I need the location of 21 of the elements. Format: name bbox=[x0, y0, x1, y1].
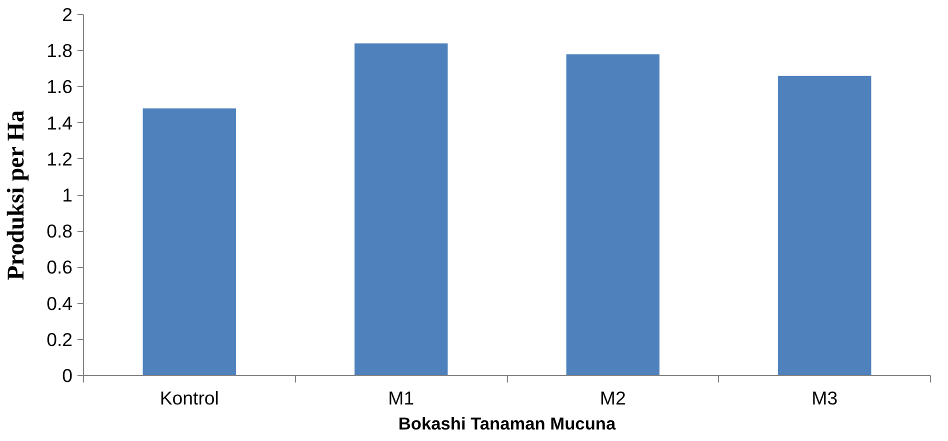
y-tick-label: 1.6 bbox=[46, 76, 73, 98]
y-tick-label: 2 bbox=[62, 4, 73, 25]
y-tick-label: 0.6 bbox=[46, 256, 73, 278]
x-tick-label: Kontrol bbox=[160, 388, 219, 408]
x-tick-label: M2 bbox=[600, 388, 626, 408]
y-tick-label: 1.2 bbox=[46, 148, 73, 170]
y-tick-label: 1 bbox=[62, 184, 73, 206]
y-tick-label: 0.2 bbox=[46, 328, 73, 350]
bar bbox=[778, 76, 872, 376]
y-tick-label: 0 bbox=[62, 365, 73, 386]
x-tick-label: M1 bbox=[388, 388, 414, 408]
x-axis-title: Bokashi Tanaman Mucuna bbox=[398, 414, 616, 434]
bar bbox=[566, 54, 660, 376]
y-tick-label: 0.4 bbox=[46, 292, 73, 314]
y-axis-title: Produksi per Ha bbox=[4, 110, 30, 280]
x-tick-label: M3 bbox=[812, 388, 838, 408]
y-tick-label: 0.8 bbox=[46, 220, 73, 242]
bar bbox=[354, 43, 448, 376]
y-tick-label: 1.4 bbox=[46, 112, 73, 134]
y-tick-label: 1.8 bbox=[46, 40, 73, 62]
bar bbox=[142, 108, 236, 376]
